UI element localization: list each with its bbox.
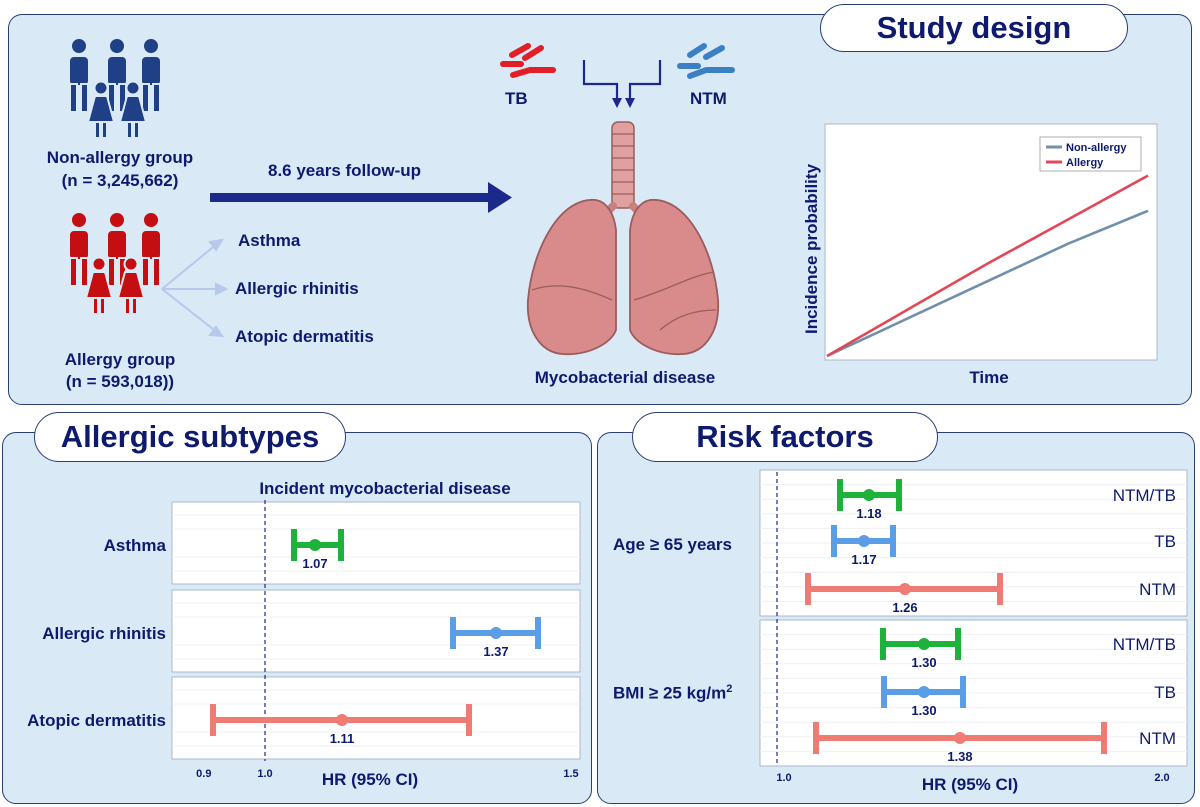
risk-row-2-3: 1.38	[813, 722, 1107, 764]
risk-x-tick: 1.0	[776, 772, 791, 784]
risk-row-outcome-label: NTM/TB	[1113, 635, 1176, 654]
subtypes-x-tick: 1.5	[563, 768, 578, 780]
risk-row-1-2-point	[858, 535, 870, 547]
allergy-group-label: Allergy group	[64, 350, 176, 369]
risk-row-2-1-point	[918, 638, 930, 650]
risk-factors-title: Risk factors	[632, 412, 938, 462]
risk-row-1-3: 1.26	[805, 573, 1003, 615]
risk-row-outcome-label: TB	[1154, 683, 1176, 702]
subtype-row-label: Asthma	[104, 536, 167, 555]
risk-x-tick: 2.0	[1154, 772, 1169, 784]
subtype-row-label: Allergic rhinitis	[42, 624, 166, 643]
allergy-group-n: (n = 593,018))	[65, 372, 175, 391]
subtype-row-2-point	[490, 627, 502, 639]
subtype-asthma-label: Asthma	[238, 231, 301, 250]
risk-row-2-2-point	[918, 686, 930, 698]
subtypes-forest-plot: Asthma 1.07 Allergic rhinitis 1.37 Atopic de…	[27, 500, 581, 780]
subtype-row-label: Atopic dermatitis	[27, 711, 166, 730]
subtypes-x-label: HR (95% CI)	[321, 770, 419, 789]
subtype-row-2-hr-label: 1.37	[483, 644, 508, 659]
ntm-bacteria-icon	[677, 43, 735, 79]
risk-row-1-3-point	[899, 583, 911, 595]
incidence-line-non-allergy	[826, 209, 1149, 358]
legend-label-non-allergy: Non-allergy	[1066, 142, 1127, 154]
risk-row-2-2: 1.30	[881, 676, 966, 718]
risk-row-1-2-hr-label: 1.17	[851, 552, 876, 567]
risk-row-2-1: 1.30	[880, 628, 961, 670]
subtype-branch-arrows-icon	[161, 238, 229, 338]
incidence-y-label: Incidence probability	[802, 163, 821, 334]
lungs-icon	[527, 121, 719, 355]
ntm-label: NTM	[690, 89, 727, 108]
non-allergy-group-n: (n = 3,245,662)	[61, 171, 179, 190]
allergic-subtypes-title: Allergic subtypes	[34, 412, 346, 462]
risk-x-label: HR (95% CI)	[921, 775, 1019, 794]
incidence-lines	[826, 174, 1149, 358]
risk-row-1-2: 1.17	[831, 525, 896, 567]
subtype-rhinitis-label: Allergic rhinitis	[235, 279, 359, 298]
incidence-legend: Non-allergy Allergy	[1039, 136, 1142, 172]
risk-row-outcome-label: NTM/TB	[1113, 486, 1176, 505]
risk-row-outcome-label: TB	[1154, 532, 1176, 551]
subtype-row-2: 1.37	[450, 617, 541, 659]
risk-row-1-1-hr-label: 1.18	[856, 506, 881, 521]
subtype-row-3-hr-label: 1.11	[330, 731, 355, 746]
subtypes-x-tick: 1.0	[257, 768, 272, 780]
incidence-x-label: Time	[969, 368, 1008, 387]
subtype-row-box	[171, 501, 581, 585]
tb-label: TB	[505, 89, 528, 108]
study-design-title: Study design	[820, 4, 1128, 52]
study-design-graphics: Non-allergy Allergy Incidence probabilit…	[68, 37, 1158, 387]
risk-group-bmi-label: BMI ≥ 25 kg/m2	[613, 683, 733, 703]
non-allergy-group-label: Non-allergy group	[46, 148, 194, 167]
risk-row-2-3-point	[954, 732, 966, 744]
incidence-line-allergy	[826, 174, 1149, 358]
risk-row-outcome-label: NTM	[1139, 729, 1176, 748]
risk-row-1-1: 1.18	[837, 479, 902, 521]
risk-group-age-label: Age ≥ 65 years	[613, 535, 732, 554]
arrowheads-icon	[612, 98, 635, 108]
risk-row-1-1-point	[863, 489, 875, 501]
outcome-label: Mycobacterial disease	[534, 368, 716, 387]
risk-row-2-2-hr-label: 1.30	[911, 703, 936, 718]
subtype-row-1: 1.07	[291, 529, 344, 571]
subtypes-chart-title: Incident mycobacterial disease	[259, 479, 511, 498]
subtype-row-1-hr-label: 1.07	[302, 556, 327, 571]
risk-row-2-1-hr-label: 1.30	[911, 655, 936, 670]
risk-row-1-3-hr-label: 1.26	[892, 600, 917, 615]
tb-bacteria-icon	[500, 43, 556, 78]
subtype-row-3: 1.11	[210, 704, 472, 746]
subtype-row-1-point	[309, 539, 321, 551]
follow-up-arrow-icon	[210, 182, 512, 213]
converging-arrows-icon	[582, 60, 662, 100]
subtype-row-3-point	[336, 714, 348, 726]
follow-up-label: 8.6 years follow-up	[268, 161, 422, 180]
risk-row-outcome-label: NTM	[1139, 580, 1176, 599]
subtypes-x-tick: 0.9	[196, 768, 211, 780]
subtype-dermatitis-label: Atopic dermatitis	[235, 327, 374, 346]
legend-label-allergy: Allergy	[1066, 157, 1104, 169]
risk-row-2-3-hr-label: 1.38	[947, 749, 972, 764]
